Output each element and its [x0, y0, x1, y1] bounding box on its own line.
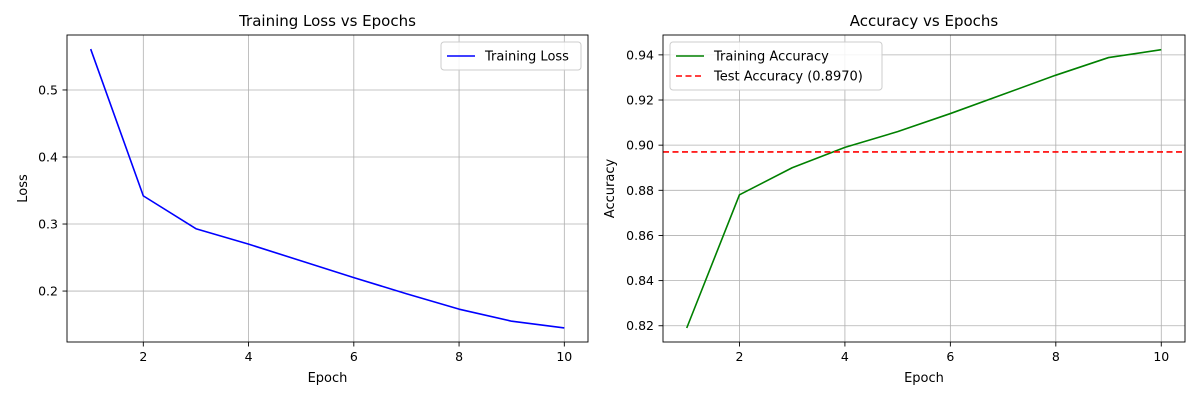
chart-title: Accuracy vs Epochs	[850, 12, 999, 30]
y-tick-label: 0.3	[38, 217, 58, 232]
legend-box	[669, 41, 883, 91]
x-axis-label: Epoch	[904, 371, 944, 386]
x-tick-label: 10	[1153, 349, 1169, 364]
axes-frame	[66, 34, 589, 343]
x-tick-label: 2	[139, 349, 147, 364]
legend: Training Loss	[440, 41, 582, 71]
legend-label: Training Accuracy	[713, 50, 829, 65]
series-line-1	[685, 48, 1162, 329]
y-tick-label: 0.4	[38, 149, 58, 164]
x-tick-label: 2	[735, 349, 743, 364]
y-axis-label: Loss	[16, 174, 31, 203]
x-tick-label: 10	[556, 349, 572, 364]
x-tick-label: 6	[350, 349, 358, 364]
x-tick-label: 4	[841, 349, 849, 364]
y-tick-label: 0.92	[626, 93, 654, 108]
y-tick-label: 0.82	[626, 318, 654, 333]
axes-frame	[662, 34, 1186, 343]
x-tick-label: 8	[1052, 349, 1060, 364]
y-tick-label: 0.84	[626, 273, 654, 288]
x-tick-label: 4	[245, 349, 253, 364]
series-line-1	[89, 48, 565, 329]
y-tick-label: 0.88	[626, 183, 654, 198]
chart-2: 2 4 6 8 10 0.82 0.84 0.86 0.88 0.90 0.92 0.94 Accura…	[603, 12, 1186, 386]
y-tick-label: 0.94	[626, 47, 654, 62]
chart-title: Training Loss vs Epochs	[238, 12, 416, 30]
y-tick-label: 0.2	[38, 284, 58, 299]
x-tick-label: 6	[946, 349, 954, 364]
y-tick-label: 0.90	[626, 138, 654, 153]
legend-label: Training Loss	[484, 50, 569, 65]
chart-1: 2 4 6 8 10 0.2 0.3 0.4 0.5 Training Loss vs Epoch…	[16, 12, 589, 386]
legend: Training Accuracy Test Accuracy (0.8970)	[669, 41, 883, 91]
x-tick-label: 8	[455, 349, 463, 364]
y-axis-label: Accuracy	[603, 159, 618, 219]
legend-label: Test Accuracy (0.8970)	[713, 70, 863, 85]
x-axis-label: Epoch	[308, 371, 348, 386]
legend-box	[440, 41, 582, 71]
y-tick-label: 0.86	[626, 228, 654, 243]
y-tick-label: 0.5	[38, 82, 58, 97]
